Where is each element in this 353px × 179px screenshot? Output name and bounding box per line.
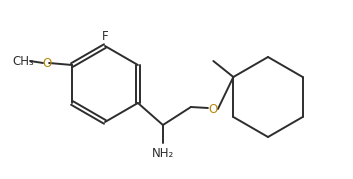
Text: CH₃: CH₃ [12,54,34,67]
Text: O: O [208,103,217,115]
Text: NH₂: NH₂ [152,147,174,160]
Text: O: O [42,57,52,69]
Text: F: F [102,30,108,43]
